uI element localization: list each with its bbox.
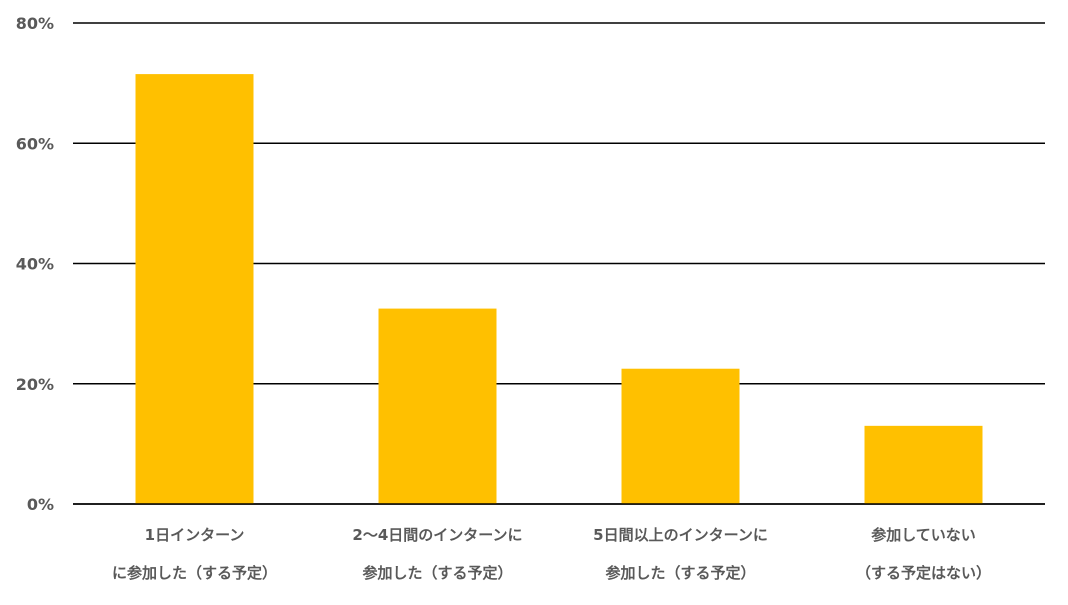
x-category-label: 参加した（する予定） [605, 564, 755, 582]
bar-1 [135, 74, 254, 504]
x-axis-category-labels: 1日インターンに参加した（する予定）2～4日間のインターンに参加した（する予定）… [112, 526, 991, 582]
y-tick-label: 40% [16, 255, 54, 274]
bars [73, 74, 1045, 505]
y-tick-label: 20% [16, 375, 54, 394]
x-category-label: 2～4日間のインターンに [352, 526, 522, 544]
x-category-label: 1日インターン [145, 526, 245, 544]
bar-2 [378, 308, 497, 504]
y-axis-tick-labels: 0% 20% 40% 60% 80% [16, 14, 54, 514]
x-category-label: 参加していない [871, 526, 976, 544]
bar-4 [864, 425, 983, 504]
y-tick-label: 80% [16, 14, 54, 33]
x-category-label: 5日間以上のインターンに [593, 526, 768, 544]
y-tick-label: 0% [27, 495, 54, 514]
x-category-label: （する予定はない） [856, 564, 991, 582]
bar-3 [621, 368, 740, 504]
y-tick-label: 60% [16, 134, 54, 153]
x-category-label: 参加した（する予定） [362, 564, 512, 582]
x-category-label: に参加した（する予定） [112, 564, 277, 582]
